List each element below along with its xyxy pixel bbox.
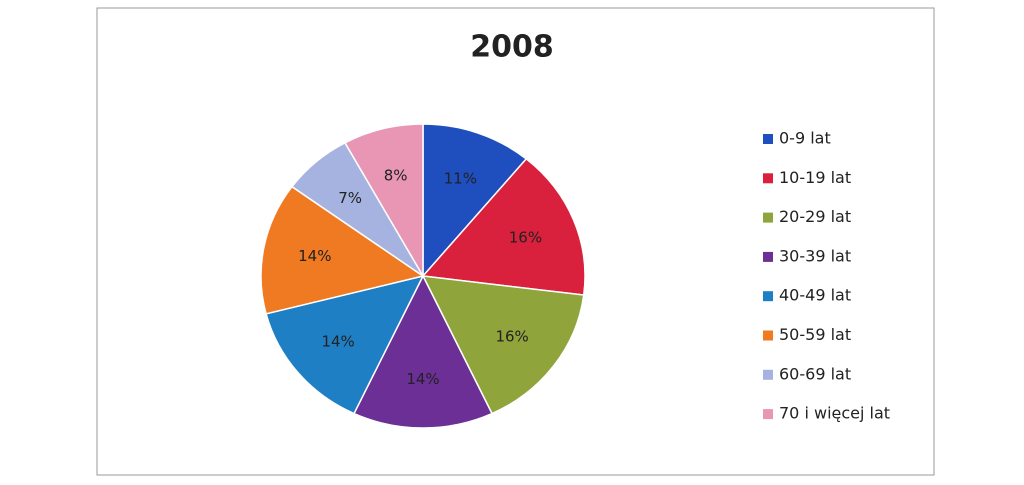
data-label: 7% (338, 189, 362, 207)
legend-swatch (763, 409, 773, 420)
data-label: 16% (509, 228, 542, 246)
legend-label: 50-59 lat (779, 325, 851, 344)
legend-label: 70 i więcej lat (779, 404, 890, 423)
legend-label: 10-19 lat (779, 168, 851, 187)
pie-slice (421, 157, 586, 296)
data-label: 11% (444, 169, 477, 187)
legend-label: 30-39 lat (779, 246, 851, 265)
pie-slice (421, 275, 585, 415)
pie-slice (353, 274, 493, 429)
legend-swatch (763, 330, 773, 341)
legend-swatch (763, 291, 773, 302)
data-label: 14% (298, 247, 331, 265)
data-label: 16% (495, 327, 528, 345)
legend-label: 20-29 lat (779, 207, 851, 226)
data-label: 14% (406, 370, 439, 388)
legend-swatch (763, 134, 773, 144)
data-label: 8% (384, 166, 408, 184)
legend-label: 40-49 lat (779, 286, 851, 305)
pie-slice (422, 123, 528, 278)
legend-swatch (763, 251, 773, 262)
pie-slice (343, 123, 424, 279)
chart-title: 2008 (470, 30, 554, 65)
data-label: 14% (321, 332, 354, 350)
legend-label: 60-69 lat (779, 364, 851, 383)
legend-swatch (763, 212, 773, 223)
legend-swatch (763, 173, 773, 184)
legend-swatch (763, 369, 773, 380)
legend-label: 0-9 lat (779, 129, 831, 148)
pie-slice (265, 274, 425, 415)
pie-slice (260, 185, 425, 315)
